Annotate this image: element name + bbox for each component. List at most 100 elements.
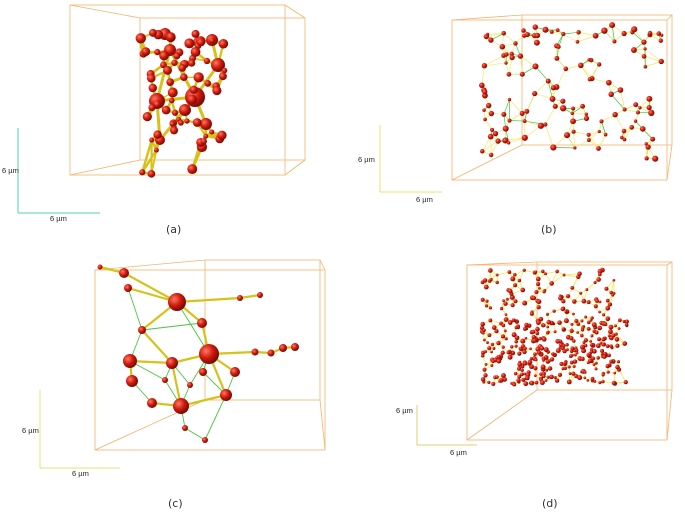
network-node xyxy=(184,38,195,49)
network-node xyxy=(567,365,571,369)
network-node xyxy=(608,324,614,330)
network-edge xyxy=(520,55,523,75)
network-node xyxy=(546,319,552,325)
network-node xyxy=(496,358,502,364)
network-node xyxy=(507,141,511,145)
network-node xyxy=(636,110,640,115)
network-node xyxy=(563,66,569,72)
network-node xyxy=(564,132,571,139)
network-node xyxy=(533,352,537,356)
network-node xyxy=(533,374,537,377)
network-node xyxy=(596,277,601,282)
network-node xyxy=(502,125,509,132)
network-edge xyxy=(562,31,579,35)
panel-a-scale-y-label: 6 µm xyxy=(2,166,19,175)
network-node xyxy=(532,338,537,343)
box-edge xyxy=(466,261,538,266)
network-node xyxy=(500,350,505,355)
network-node xyxy=(504,52,509,57)
network-node xyxy=(187,94,197,105)
network-node xyxy=(620,135,624,140)
network-node xyxy=(586,132,591,137)
network-node xyxy=(536,320,541,325)
network-node xyxy=(592,348,597,354)
network-node xyxy=(162,377,168,383)
network-node xyxy=(267,349,275,357)
network-node xyxy=(565,343,569,347)
network-node xyxy=(523,346,527,351)
network-node xyxy=(163,65,172,75)
network-node xyxy=(153,130,162,139)
network-node xyxy=(579,291,583,295)
network-node xyxy=(614,324,617,328)
network-node xyxy=(595,299,599,303)
network-node xyxy=(584,315,588,319)
network-node xyxy=(622,137,627,142)
network-node xyxy=(523,372,527,376)
network-node xyxy=(590,334,594,338)
network-node xyxy=(523,326,527,331)
network-node xyxy=(562,348,567,354)
network-node xyxy=(168,293,186,311)
network-node xyxy=(187,382,193,388)
network-node xyxy=(569,336,574,341)
network-node xyxy=(180,73,188,81)
network-node xyxy=(532,63,539,70)
network-edge xyxy=(122,271,179,304)
network-node xyxy=(153,147,159,153)
network-edge xyxy=(140,328,174,365)
network-node xyxy=(511,332,517,338)
network-node xyxy=(520,372,524,377)
network-node xyxy=(483,373,488,378)
network-node xyxy=(529,364,534,370)
network-edge xyxy=(598,134,606,149)
network-node xyxy=(561,327,566,332)
network-node xyxy=(534,358,538,362)
network-edge xyxy=(509,120,526,122)
network-node xyxy=(622,319,626,324)
network-node xyxy=(597,337,602,342)
network-node xyxy=(499,43,506,50)
network-node xyxy=(569,360,574,365)
network-node xyxy=(514,339,518,344)
network-node xyxy=(554,378,560,383)
network-node xyxy=(546,325,550,329)
network-node xyxy=(633,119,638,123)
network-node xyxy=(536,305,541,310)
network-node xyxy=(535,276,541,282)
network-node xyxy=(605,298,610,303)
network-node xyxy=(608,329,613,335)
network-node xyxy=(592,32,599,39)
network-node xyxy=(601,342,606,347)
network-edge xyxy=(591,78,610,84)
network-node xyxy=(561,299,566,304)
network-node xyxy=(533,39,540,46)
network-node xyxy=(189,85,198,94)
network-node xyxy=(550,357,555,362)
network-node xyxy=(523,381,529,387)
network-node xyxy=(480,353,485,358)
network-node xyxy=(490,342,495,347)
box-edge xyxy=(466,389,538,441)
network-node xyxy=(481,331,485,335)
network-node xyxy=(576,30,581,35)
network-node xyxy=(192,118,202,127)
network-node xyxy=(480,377,486,382)
network-node xyxy=(514,335,520,341)
network-node xyxy=(607,334,611,338)
box-edge xyxy=(94,259,206,271)
network-node xyxy=(482,108,486,112)
network-node xyxy=(543,122,548,127)
network-node xyxy=(609,359,614,364)
network-edge xyxy=(563,274,579,278)
network-node xyxy=(531,295,537,301)
network-node xyxy=(605,316,611,322)
network-node xyxy=(480,321,485,327)
network-node xyxy=(490,364,494,367)
network-node xyxy=(524,322,529,328)
network-node xyxy=(615,343,620,348)
network-node xyxy=(173,398,189,414)
network-node xyxy=(597,272,602,277)
network-node xyxy=(558,295,563,301)
box-edge xyxy=(319,259,326,271)
